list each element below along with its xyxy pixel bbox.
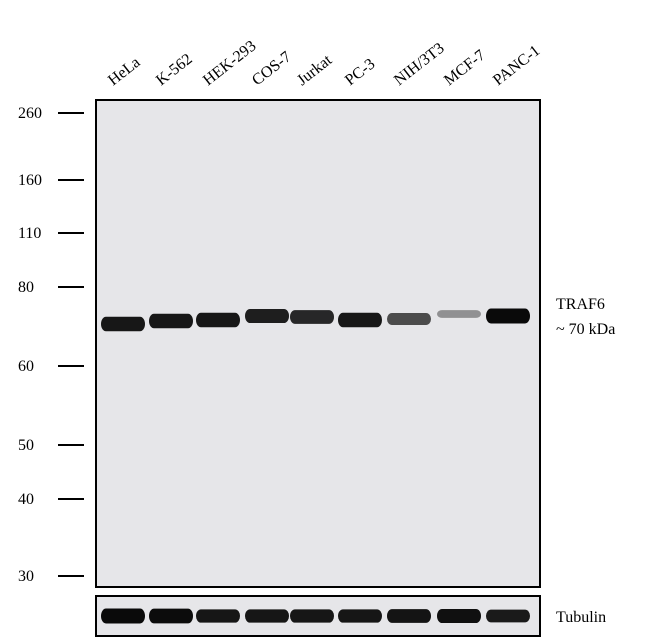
marker-label: 260	[18, 105, 42, 122]
traf6-band	[437, 310, 481, 318]
lane-label: COS-7	[249, 48, 294, 89]
traf6-bands	[101, 308, 530, 332]
lane-label: K-562	[153, 51, 196, 90]
traf6-band	[196, 312, 240, 328]
loading-control-label: Tubulin	[556, 609, 606, 626]
target-size-label: ~ 70 kDa	[556, 321, 615, 338]
traf6-band	[149, 313, 193, 329]
marker-label: 50	[18, 437, 34, 454]
lane-label: MCF-7	[441, 47, 489, 89]
tubulin-band	[101, 608, 145, 624]
tubulin-bands	[101, 608, 530, 624]
marker-label: 110	[18, 225, 41, 242]
tubulin-band	[387, 609, 431, 623]
target-name-label: TRAF6	[556, 296, 605, 313]
marker-label: 30	[18, 568, 34, 585]
tubulin-band	[245, 609, 289, 623]
tubulin-band	[437, 608, 481, 624]
traf6-blot-panel	[95, 99, 541, 588]
marker-label: 80	[18, 279, 34, 296]
traf6-band	[486, 308, 530, 324]
tubulin-band	[486, 609, 530, 623]
tubulin-band	[338, 609, 382, 623]
lane-label: PANC-1	[490, 42, 543, 89]
marker-label: 160	[18, 172, 42, 189]
lane-label: PC-3	[342, 55, 378, 89]
tubulin-band	[290, 609, 334, 623]
lane-label: HEK-293	[200, 37, 259, 89]
traf6-band	[245, 308, 289, 324]
traf6-band	[290, 310, 334, 324]
tubulin-band	[149, 608, 193, 624]
marker-label: 60	[18, 358, 34, 375]
marker-label: 40	[18, 491, 34, 508]
lane-label: NIH/3T3	[391, 40, 448, 90]
lane-label: HeLa	[105, 54, 143, 89]
traf6-band	[338, 312, 382, 328]
traf6-band	[387, 313, 431, 325]
tubulin-band	[196, 609, 240, 623]
molecular-weight-markers: 260 160 110 80 60 50 40 30	[18, 105, 84, 585]
traf6-band	[101, 316, 145, 332]
lane-label: Jurkat	[294, 51, 336, 89]
